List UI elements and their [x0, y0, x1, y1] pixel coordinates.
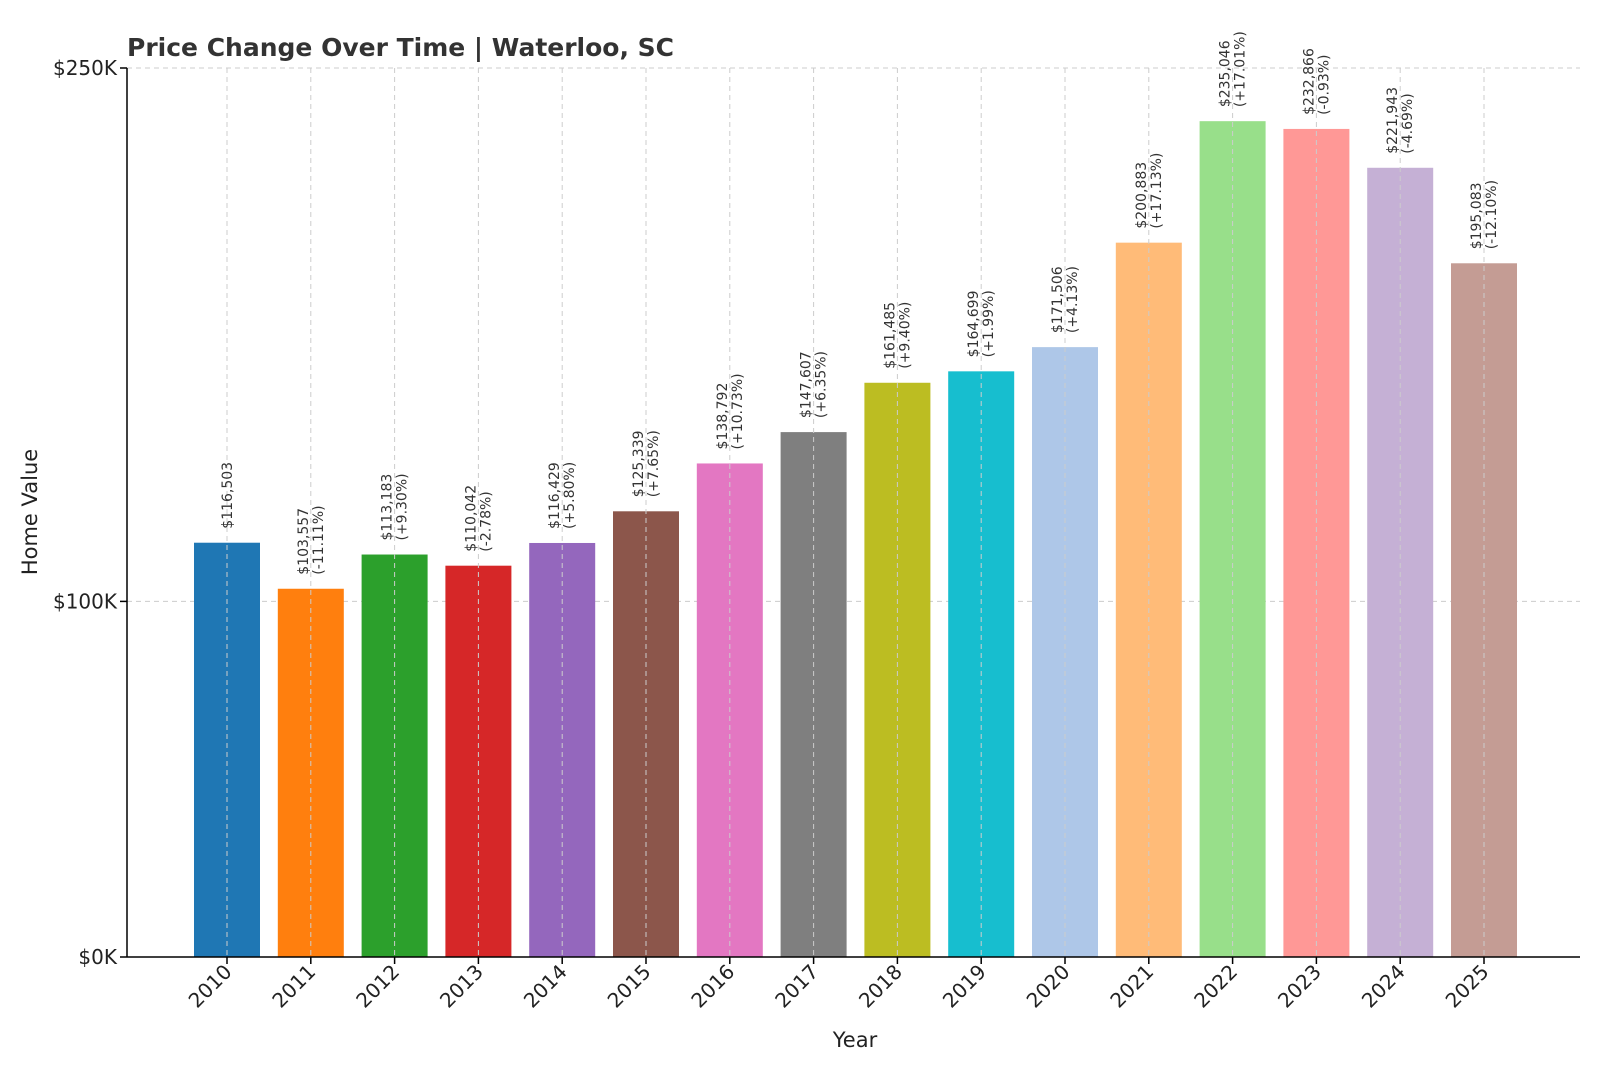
- x-tick-label-2011: 2011: [267, 960, 320, 1013]
- value-label-2017: $147,607: [799, 351, 815, 418]
- data-labels-layer: $116,503 $103,557 (-11.11%) $113,183 (+9.30%…: [220, 31, 1500, 957]
- value-label-2025: $195,083: [1469, 182, 1485, 249]
- x-tick-label-2016: 2016: [686, 960, 739, 1013]
- value-label-2011: $103,557: [296, 508, 312, 575]
- x-tick-label-2020: 2020: [1022, 960, 1075, 1013]
- value-label-2014: $116,429: [547, 462, 563, 529]
- value-label-2015: $125,339: [631, 430, 647, 497]
- x-tick-label-2025: 2025: [1441, 960, 1494, 1013]
- y-tick-label: $100K: [53, 589, 118, 613]
- value-label-2023: $232,866: [1301, 48, 1317, 115]
- value-label-2024: $221,943: [1385, 87, 1401, 154]
- bar-2014: [529, 542, 596, 957]
- value-label-2018: $161,485: [882, 302, 898, 369]
- change-label-2011: (-11.11%): [311, 505, 327, 574]
- bar-2023: [1283, 128, 1350, 958]
- x-tick-label-2014: 2014: [519, 960, 572, 1013]
- x-axis-label: Year: [832, 1028, 878, 1052]
- value-label-2020: $171,506: [1050, 266, 1066, 333]
- y-axis-label: Home Value: [18, 449, 42, 575]
- change-label-2023: (-0.93%): [1316, 54, 1332, 114]
- change-label-2016: (+10.73%): [730, 373, 746, 449]
- grid-layer: [127, 67, 1580, 602]
- x-tick-label-2023: 2023: [1273, 960, 1326, 1013]
- value-label-2010: $116,503: [220, 462, 236, 529]
- x-tick-label-2021: 2021: [1105, 960, 1158, 1013]
- chart-title: Price Change Over Time | Waterloo, SC: [127, 33, 674, 62]
- change-label-2024: (-4.69%): [1400, 93, 1416, 153]
- change-label-2012: (+9.30%): [395, 473, 411, 540]
- value-label-2012: $113,183: [380, 474, 396, 541]
- x-tick-label-2017: 2017: [770, 960, 823, 1013]
- value-label-2019: $164,699: [966, 291, 982, 358]
- change-label-2021: (+17.13%): [1149, 153, 1165, 229]
- x-tick-label-2013: 2013: [435, 960, 488, 1013]
- change-label-2013: (-2.78%): [478, 491, 494, 551]
- change-label-2018: (+9.40%): [897, 302, 913, 369]
- change-label-2017: (+6.35%): [814, 351, 830, 418]
- x-tick-label-2015: 2015: [603, 960, 656, 1013]
- x-tick-label-2022: 2022: [1189, 960, 1242, 1013]
- y-tick-label: $250K: [53, 56, 118, 80]
- x-tick-label-2018: 2018: [854, 960, 907, 1013]
- change-label-2015: (+7.65%): [646, 430, 662, 497]
- y-tick-label: $0K: [78, 945, 117, 969]
- x-tick-label-2012: 2012: [351, 960, 404, 1013]
- value-label-2013: $110,042: [463, 485, 479, 552]
- value-label-2016: $138,792: [715, 383, 731, 450]
- change-label-2022: (+17.01%): [1233, 31, 1249, 107]
- change-label-2020: (+4.13%): [1065, 266, 1081, 333]
- x-tick-label-2019: 2019: [938, 960, 991, 1013]
- change-label-2019: (+1.99%): [981, 290, 997, 357]
- bar-2010: [194, 542, 260, 957]
- x-tick-label-2024: 2024: [1357, 960, 1410, 1013]
- change-label-2014: (+5.80%): [562, 462, 578, 529]
- value-label-2022: $235,046: [1218, 40, 1234, 107]
- change-label-2025: (-12.10%): [1484, 180, 1500, 249]
- x-tick-label-2010: 2010: [184, 960, 237, 1013]
- value-label-2021: $200,883: [1134, 162, 1150, 229]
